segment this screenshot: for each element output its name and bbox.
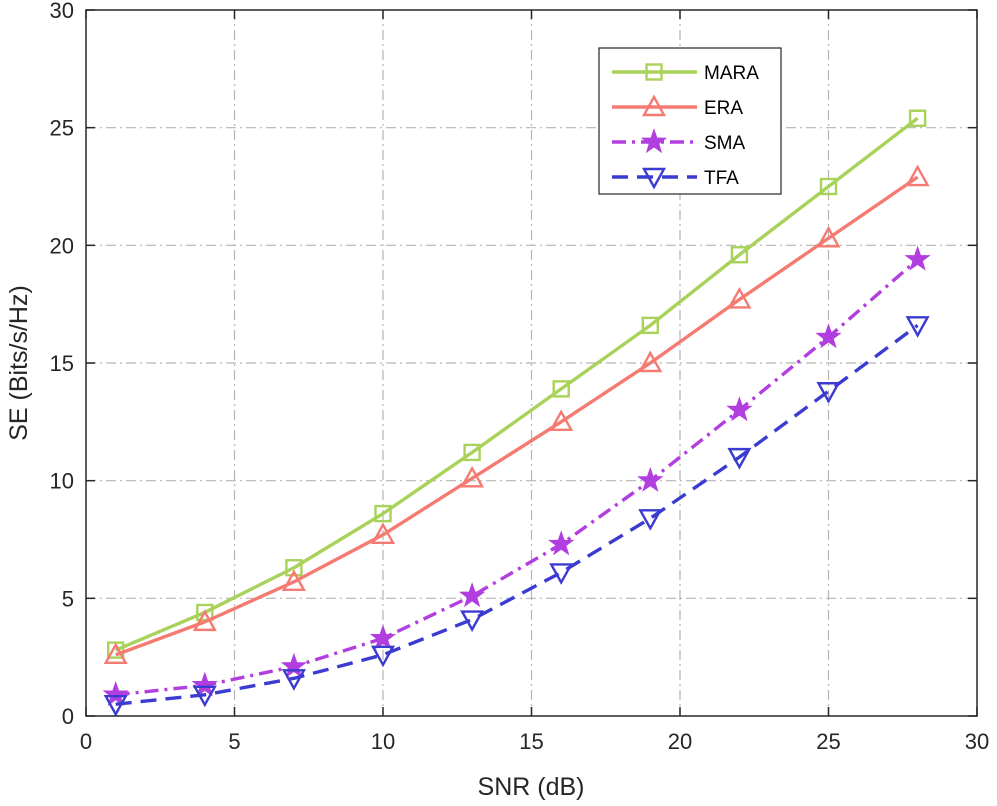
data-point-tfa (460, 610, 485, 632)
y-tick-label: 10 (50, 469, 74, 494)
data-point-sma (637, 466, 664, 492)
legend-item-era: ERA (612, 94, 743, 119)
data-point-sma (815, 323, 842, 349)
data-point-era (370, 522, 396, 544)
data-point-era (549, 409, 574, 432)
x-tick-label: 20 (668, 729, 692, 754)
legend-label: MARA (704, 63, 759, 84)
data-point-sma (191, 671, 218, 697)
legend-label: SMA (704, 133, 746, 154)
y-axis-label: SE (Bits/s/Hz) (5, 285, 33, 441)
series-tfa (103, 316, 930, 717)
legend-item-sma: SMA (612, 128, 746, 154)
data-point-tfa (103, 695, 128, 717)
data-point-tfa (727, 447, 752, 470)
x-tick-label: 15 (519, 729, 543, 754)
legend-marker (645, 63, 663, 81)
data-point-mara (819, 177, 838, 196)
data-point-era (638, 350, 663, 373)
data-point-tfa (549, 563, 574, 585)
legend-item-tfa: TFA (612, 167, 739, 190)
data-point-era (816, 225, 841, 248)
series-line-sma (115, 258, 919, 697)
data-point-mara (285, 559, 303, 577)
x-tick-label: 25 (816, 729, 840, 754)
series-line-mara (115, 116, 919, 652)
series-era (103, 164, 930, 665)
data-point-tfa (281, 669, 306, 691)
data-point-tfa (638, 509, 663, 531)
series-mara (106, 109, 927, 659)
x-tick-label: 30 (965, 729, 989, 754)
y-tick-label: 15 (50, 351, 74, 376)
data-point-sma (458, 582, 486, 608)
data-point-era (727, 286, 752, 309)
data-point-mara (552, 380, 570, 398)
data-point-mara (908, 109, 927, 127)
data-point-mara (730, 246, 749, 264)
data-point-mara (374, 504, 392, 523)
ticks: 0 5 10 15 20 25 30 0 5 10 15 20 25 30 (50, 0, 990, 754)
data-point-era (281, 569, 306, 592)
data-point-sma (726, 396, 753, 422)
data-point-tfa (192, 685, 217, 708)
x-tick-label: 0 (80, 729, 92, 754)
series-line-era (115, 175, 919, 657)
data-point-sma (369, 624, 397, 650)
legend-marker (641, 167, 667, 190)
data-point-mara (196, 603, 214, 622)
data-point-mara (641, 316, 659, 335)
series-line-tfa (115, 323, 919, 706)
y-tick-label: 30 (50, 0, 74, 23)
data-point-tfa (370, 645, 396, 668)
legend-item-mara: MARA (612, 63, 759, 84)
data-point-era (103, 642, 128, 665)
data-point-sma (904, 245, 931, 271)
y-tick-label: 20 (50, 233, 74, 258)
y-tick-label: 25 (50, 116, 74, 141)
y-tick-label: 5 (62, 586, 74, 611)
data-point-era (192, 609, 217, 632)
legend: MARA ERA SMA TFA (598, 47, 782, 195)
x-tick-label: 10 (371, 729, 395, 754)
data-point-era (460, 465, 485, 488)
x-tick-label: 5 (228, 729, 240, 754)
legend-label: TFA (704, 168, 739, 189)
series-layer (102, 109, 931, 717)
data-point-mara (463, 443, 481, 462)
legend-marker (640, 128, 668, 154)
legend-marker (641, 94, 667, 117)
data-point-era (905, 164, 930, 187)
x-axis-label: SNR (dB) (478, 773, 585, 801)
y-tick-label: 0 (62, 704, 74, 729)
data-point-sma (102, 680, 129, 707)
data-point-sma (548, 530, 575, 556)
data-point-tfa (905, 316, 930, 338)
legend-label: ERA (704, 98, 743, 119)
data-point-tfa (816, 382, 841, 404)
